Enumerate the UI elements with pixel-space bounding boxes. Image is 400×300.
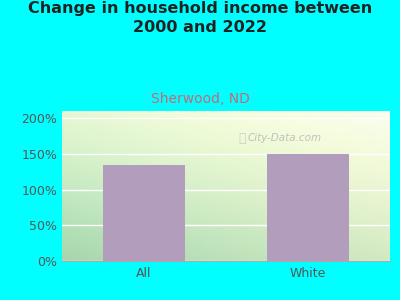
Text: Sherwood, ND: Sherwood, ND [150, 92, 250, 106]
Text: ⓒ: ⓒ [239, 131, 246, 145]
Bar [103, 165, 185, 261]
Bar [267, 154, 349, 261]
Text: Change in household income between
2000 and 2022: Change in household income between 2000 … [28, 2, 372, 35]
Text: City-Data.com: City-Data.com [248, 133, 322, 143]
